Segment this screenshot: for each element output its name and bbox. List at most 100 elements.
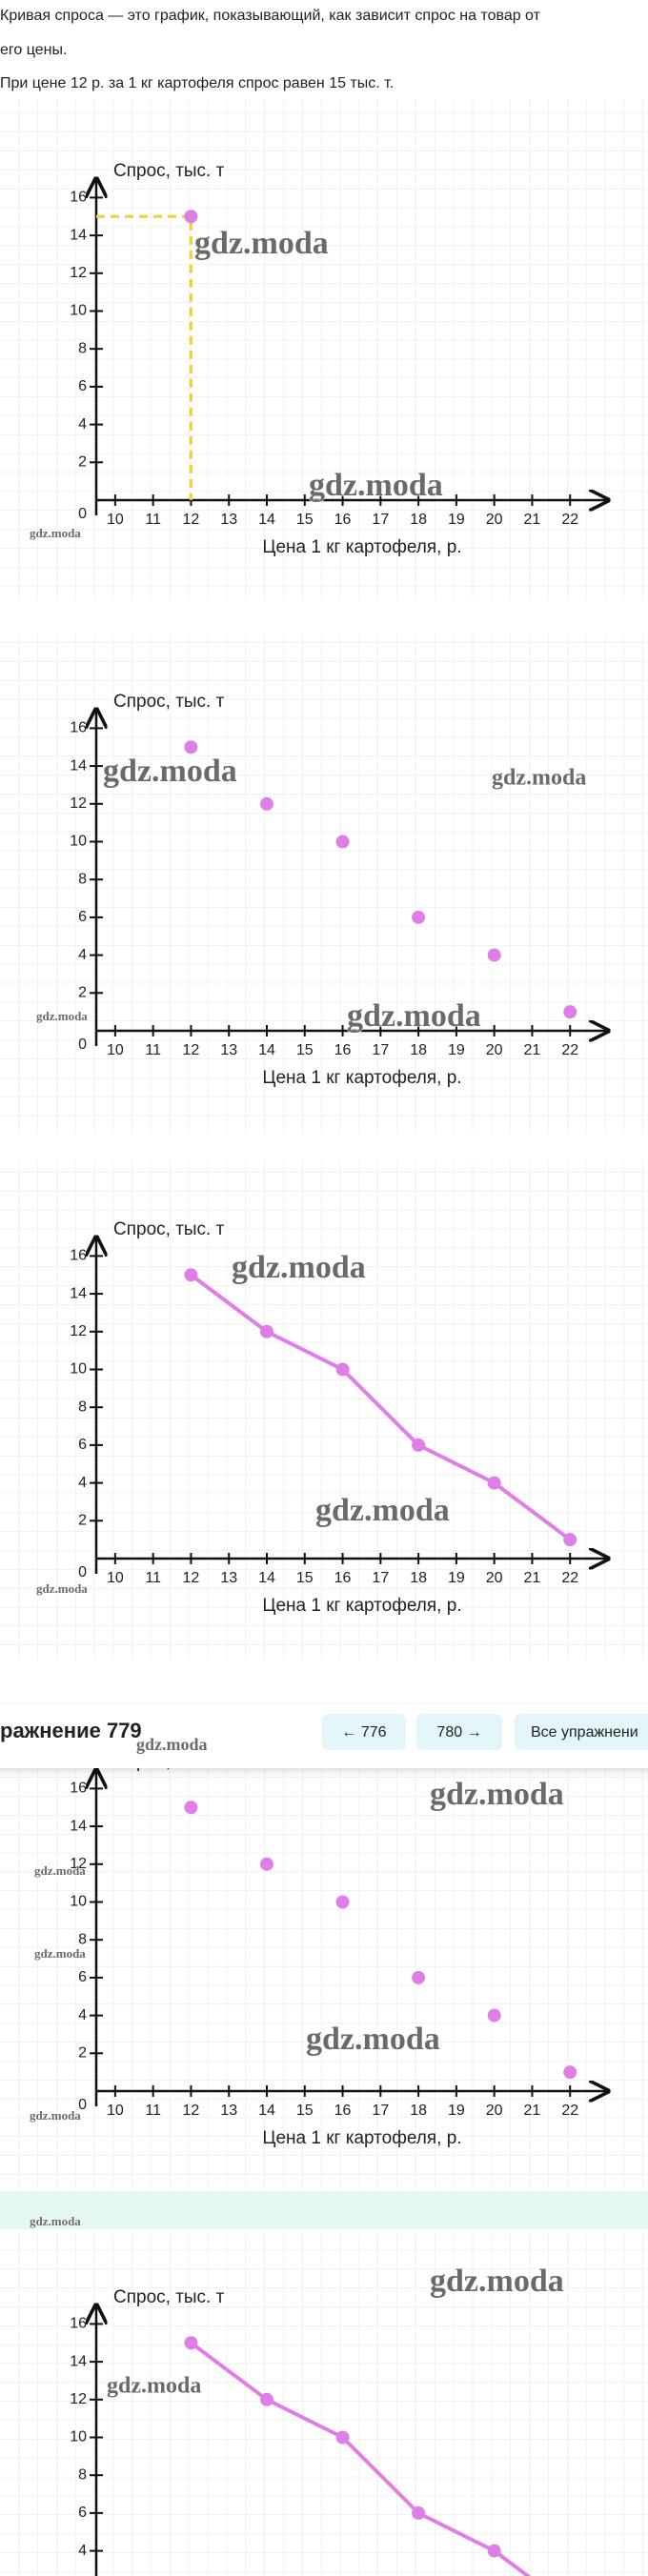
- x-tick-label: 18: [410, 512, 427, 528]
- watermark: gdz.moda: [34, 1863, 86, 1878]
- y-tick-label: 0: [78, 1564, 87, 1580]
- y-tick-label: 2: [78, 1513, 87, 1529]
- x-tick-label: 13: [220, 1570, 237, 1586]
- x-tick-label: 18: [410, 2103, 427, 2119]
- charts: 10 11 12 13 14 15 16 17 18 19 20 21 220246810121416С…: [0, 99, 648, 2576]
- watermark: gdz.moda: [103, 754, 237, 789]
- x-axis-label: Цена 1 кг картофеля, р.: [262, 1596, 461, 1616]
- x-tick-label: 16: [334, 1570, 352, 1586]
- x-tick-label: 13: [220, 2103, 237, 2119]
- x-tick-label: 10: [107, 1042, 124, 1058]
- y-tick-label: 4: [78, 1475, 87, 1491]
- x-tick-label: 15: [296, 512, 314, 528]
- next-button[interactable]: [416, 1714, 502, 1750]
- y-tick-label: 12: [70, 265, 87, 281]
- watermark: gdz.moda: [30, 526, 81, 540]
- graph-paper: [0, 99, 648, 600]
- y-tick-label: 8: [78, 871, 87, 887]
- x-tick-label: 22: [561, 1042, 578, 1058]
- watermark: gdz.moda: [36, 1009, 88, 1023]
- x-tick-label: 12: [183, 1570, 200, 1586]
- x-tick-label: 14: [258, 512, 275, 528]
- y-tick-label: 16: [70, 190, 87, 206]
- point: [487, 1476, 501, 1490]
- y-tick-label: 16: [70, 1248, 87, 1264]
- y-tick-label: 6: [78, 1969, 87, 1985]
- watermark: gdz.moda: [30, 2108, 81, 2123]
- chart: 101112131415161718192021220246810121416С…: [70, 2287, 532, 2576]
- intro-line: его цены.: [0, 42, 67, 58]
- y-tick-label: 4: [78, 2543, 87, 2559]
- point: [260, 1324, 273, 1338]
- point: [487, 2008, 501, 2023]
- x-tick-label: 11: [145, 1042, 161, 1058]
- x-tick-label: 10: [107, 2103, 124, 2119]
- x-tick-label: 16: [334, 2103, 352, 2119]
- y-tick-label: 10: [70, 2429, 87, 2445]
- point: [487, 2544, 501, 2558]
- x-tick-label: 20: [486, 2103, 503, 2119]
- point: [184, 740, 198, 755]
- y-tick-label: 4: [78, 947, 87, 963]
- point: [260, 2392, 273, 2406]
- watermark: gdz.moda: [30, 2214, 81, 2228]
- x-tick-label: 20: [486, 1042, 503, 1058]
- x-tick-label: 13: [220, 1042, 237, 1058]
- x-tick-label: 10: [107, 512, 124, 528]
- y-tick-label: 6: [78, 2505, 87, 2521]
- y-tick-label: 12: [70, 1856, 87, 1872]
- x-tick-label: 13: [220, 512, 237, 528]
- x-tick-label: 20: [486, 512, 503, 528]
- watermark: gdz.moda: [492, 766, 586, 791]
- y-tick-label: 12: [70, 1323, 87, 1339]
- y-tick-label: 0: [78, 1036, 87, 1053]
- watermark: gdz.moda: [194, 226, 329, 261]
- point: [184, 210, 198, 224]
- point: [335, 1895, 350, 1909]
- x-tick-label: 21: [524, 512, 541, 528]
- point: [563, 1533, 577, 1547]
- y-tick-label: 4: [78, 2007, 87, 2023]
- x-tick-label: 15: [296, 2103, 314, 2119]
- y-tick-label: 10: [70, 834, 87, 850]
- x-tick-label: 22: [561, 512, 578, 528]
- point: [335, 835, 350, 849]
- x-tick-label: 14: [258, 1570, 275, 1586]
- graph-paper: [0, 1760, 648, 2188]
- prev-label[interactable]: ← 776: [341, 1724, 386, 1741]
- y-tick-label: 2: [78, 2045, 87, 2062]
- guide-line: [96, 214, 192, 500]
- x-tick-label: 19: [448, 1570, 465, 1586]
- y-tick-label: 8: [78, 2466, 87, 2483]
- point: [335, 1362, 350, 1377]
- x-tick-label: 21: [524, 1042, 541, 1058]
- x-tick-label: 20: [486, 1570, 503, 1586]
- point: [184, 2336, 198, 2350]
- y-tick-label: 14: [70, 1285, 87, 1301]
- watermark: gdz.moda: [232, 1250, 366, 1285]
- x-axis-label: Цена 1 кг картофеля, р.: [262, 2128, 461, 2148]
- prev-button[interactable]: [322, 1714, 406, 1750]
- all-label[interactable]: Все упражнени: [531, 1724, 638, 1741]
- point: [563, 1005, 577, 1019]
- x-tick-label: 16: [334, 1042, 352, 1058]
- y-tick-label: 0: [78, 506, 87, 522]
- point: [412, 1438, 426, 1452]
- watermark: gdz.moda: [306, 2022, 440, 2057]
- all-button[interactable]: [515, 1714, 648, 1750]
- x-tick-label: 15: [296, 1042, 314, 1058]
- watermark: gdz.moda: [315, 1493, 450, 1528]
- y-tick-label: 6: [78, 909, 87, 925]
- x-tick-label: 12: [183, 1042, 200, 1058]
- x-tick-label: 14: [258, 2103, 275, 2119]
- y-tick-label: 16: [70, 720, 87, 736]
- y-tick-label: 2: [78, 454, 87, 471]
- point: [335, 2430, 350, 2445]
- next-label[interactable]: 780 →: [436, 1724, 481, 1741]
- graph-paper: [0, 634, 648, 1134]
- x-tick-label: 17: [372, 1042, 389, 1058]
- y-axis-label: Спрос, тыс. т: [113, 2287, 225, 2307]
